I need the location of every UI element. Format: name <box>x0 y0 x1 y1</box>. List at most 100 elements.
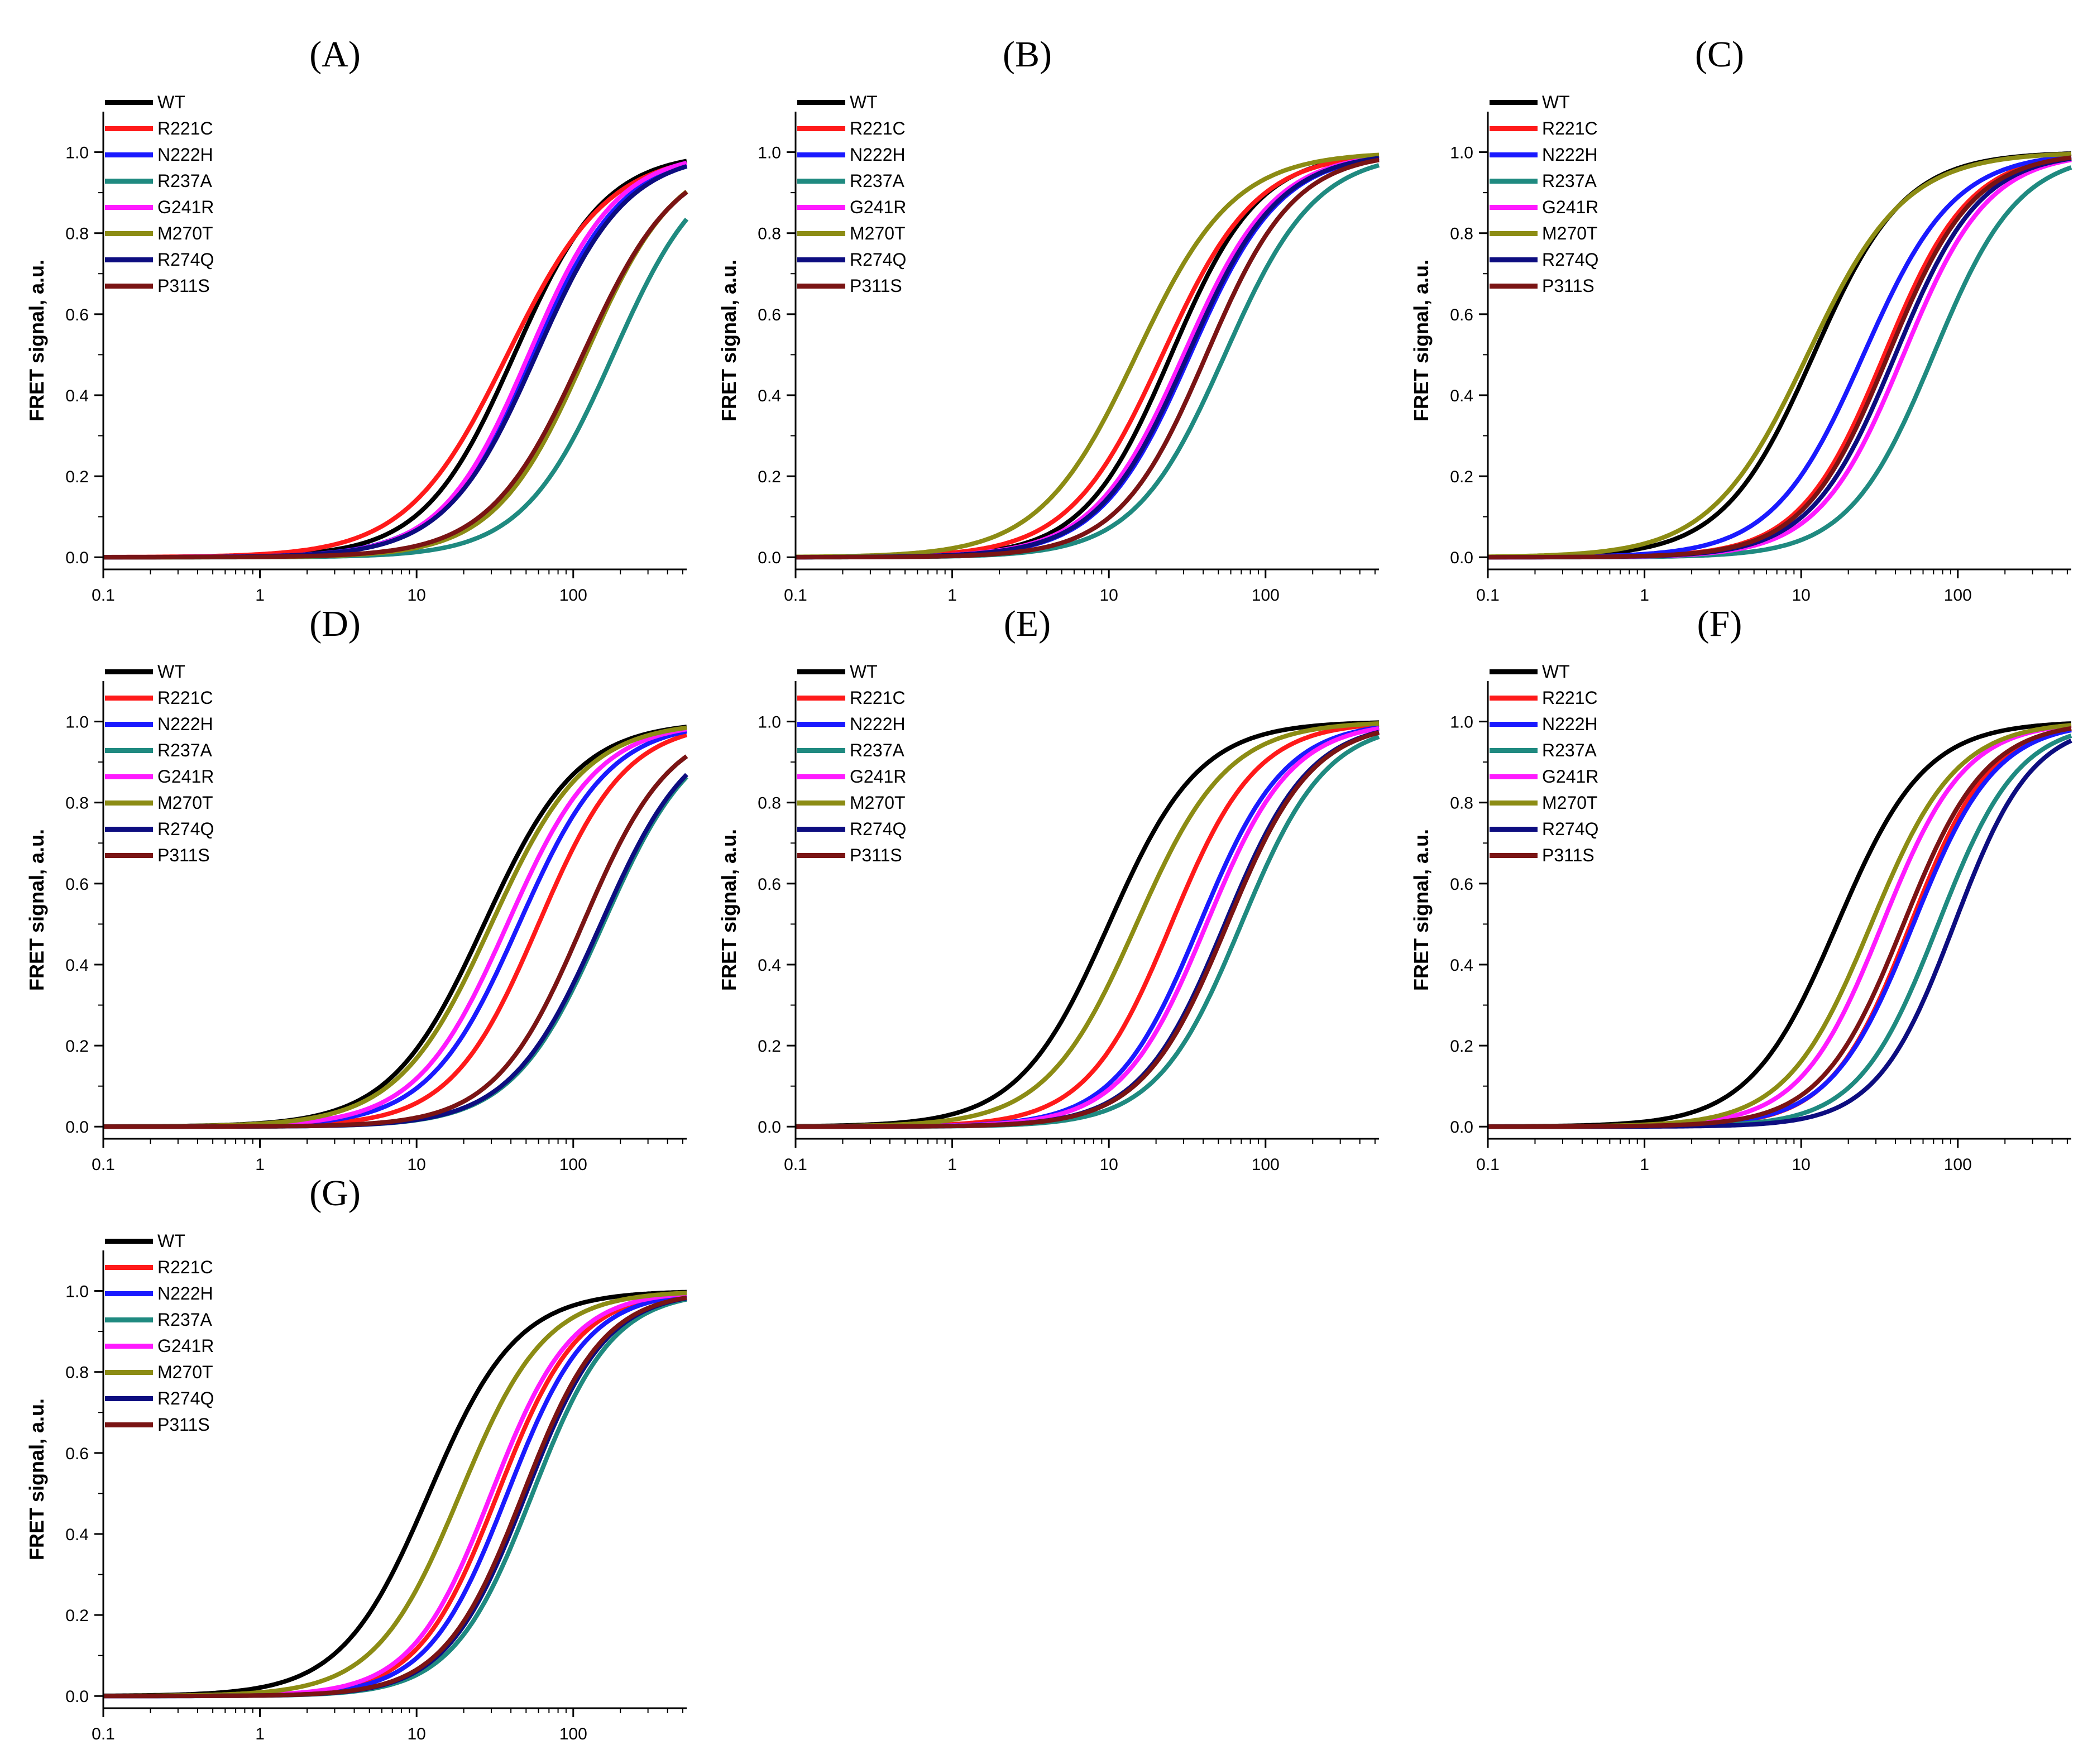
legend-label: R221C <box>850 118 906 138</box>
legend-swatch <box>797 748 845 753</box>
legend-swatch <box>797 800 845 806</box>
legend-label: R221C <box>157 1257 213 1277</box>
legend-item: R237A <box>105 1307 214 1333</box>
x-tick-label: 10 <box>1792 1156 1810 1174</box>
y-axis-title: FRET signal, a.u. <box>717 829 740 991</box>
y-tick-label: 0.2 <box>65 1037 89 1056</box>
legend-swatch <box>105 1422 153 1427</box>
x-tick-label: 1 <box>1640 586 1649 605</box>
y-tick-label: 0.0 <box>65 1118 89 1137</box>
series-line-p311s <box>103 1295 687 1699</box>
y-tick-label: 0.6 <box>758 306 781 324</box>
legend-swatch <box>797 827 845 832</box>
legend-label: R237A <box>850 171 904 191</box>
legend-swatch <box>105 827 153 832</box>
legend-label: M270T <box>157 793 213 813</box>
y-tick-label: 0.4 <box>65 1526 89 1544</box>
legend-item: G241R <box>1490 764 1598 790</box>
x-tick-label: 0.1 <box>784 586 807 605</box>
legend-item: WT <box>105 659 214 685</box>
y-tick-label: 0.6 <box>65 1445 89 1463</box>
legend-item: R237A <box>797 168 906 194</box>
x-tick-label: 1 <box>947 586 957 605</box>
legend-swatch <box>1490 100 1538 105</box>
legend-label: P311S <box>157 1415 210 1435</box>
legend-label: G241R <box>1542 766 1599 787</box>
x-tick-label: 1 <box>255 1156 265 1174</box>
x-tick-label: 10 <box>407 586 425 605</box>
legend-label: N222H <box>1542 145 1598 165</box>
legend-item: P311S <box>105 273 214 299</box>
y-tick-label: 0.8 <box>758 794 781 813</box>
legend-swatch <box>105 1265 153 1270</box>
legend-label: N222H <box>157 145 213 165</box>
legend-swatch <box>1490 284 1538 289</box>
legend-item: R274Q <box>1490 816 1598 842</box>
x-tick-label: 10 <box>1099 1156 1118 1174</box>
legend-swatch <box>1490 774 1538 779</box>
y-tick-label: 1.0 <box>65 1283 89 1301</box>
y-axis-title: FRET signal, a.u. <box>1410 829 1433 991</box>
legend-item: G241R <box>105 1333 214 1359</box>
legend-label: R237A <box>157 171 212 191</box>
legend-item: R221C <box>797 685 906 711</box>
x-tick-label: 100 <box>559 1725 587 1743</box>
legend-swatch <box>105 696 153 701</box>
legend-label: G241R <box>850 197 907 217</box>
legend-label: M270T <box>850 223 906 243</box>
y-tick-label: 0.8 <box>65 794 89 813</box>
x-tick-label: 0.1 <box>1476 1156 1500 1174</box>
legend-item: M270T <box>1490 220 1598 247</box>
y-tick-label: 1.0 <box>65 713 89 732</box>
legend-swatch <box>105 205 153 210</box>
legend-swatch <box>105 1344 153 1349</box>
legend-swatch <box>1490 231 1538 236</box>
legend: WT R221C N222H R237A G241R M270T R274Q P311S <box>797 89 906 299</box>
legend-label: R221C <box>157 118 213 138</box>
x-tick-label: 100 <box>1944 1156 1972 1174</box>
legend-item: M270T <box>105 790 214 816</box>
legend-swatch <box>797 126 845 131</box>
legend-swatch <box>797 100 845 105</box>
legend-swatch <box>797 152 845 157</box>
legend-label: G241R <box>157 766 214 787</box>
legend-label: G241R <box>157 197 214 217</box>
x-tick-label: 10 <box>407 1156 425 1174</box>
legend-label: N222H <box>850 714 906 734</box>
y-tick-label: 1.0 <box>758 144 781 162</box>
y-tick-label: 1.0 <box>65 144 89 162</box>
legend-item: G241R <box>105 764 214 790</box>
legend-item: N222H <box>797 711 906 737</box>
y-tick-label: 0.2 <box>758 1037 781 1056</box>
x-tick-label: 10 <box>1792 586 1810 605</box>
y-tick-label: 0.0 <box>1450 549 1473 567</box>
legend-swatch <box>105 774 153 779</box>
legend-swatch <box>105 800 153 806</box>
legend-label: R274Q <box>850 819 907 839</box>
y-tick-label: 0.0 <box>65 1688 89 1706</box>
x-tick-label: 100 <box>559 586 587 605</box>
panel-label: (D) <box>309 603 361 644</box>
legend-item: G241R <box>1490 194 1598 220</box>
legend-label: R221C <box>1542 118 1598 138</box>
legend-item: R221C <box>105 1254 214 1281</box>
panel-label: (G) <box>309 1173 361 1214</box>
y-tick-label: 0.0 <box>758 1118 781 1137</box>
y-tick-label: 1.0 <box>1450 144 1473 162</box>
legend-label: WT <box>850 662 878 682</box>
y-tick-label: 0.6 <box>1450 875 1473 894</box>
x-tick-label: 1 <box>947 1156 957 1174</box>
x-tick-label: 100 <box>1252 1156 1280 1174</box>
legend-label: P311S <box>157 276 210 296</box>
legend-label: R274Q <box>157 1388 214 1408</box>
legend-item: M270T <box>797 220 906 247</box>
legend-label: G241R <box>850 766 907 787</box>
legend: WT R221C N222H R237A G241R M270T R274Q P311S <box>797 659 906 869</box>
series-line-p311s <box>1488 155 2072 560</box>
legend: WT R221C N222H R237A G241R M270T R274Q P311S <box>1490 659 1598 869</box>
